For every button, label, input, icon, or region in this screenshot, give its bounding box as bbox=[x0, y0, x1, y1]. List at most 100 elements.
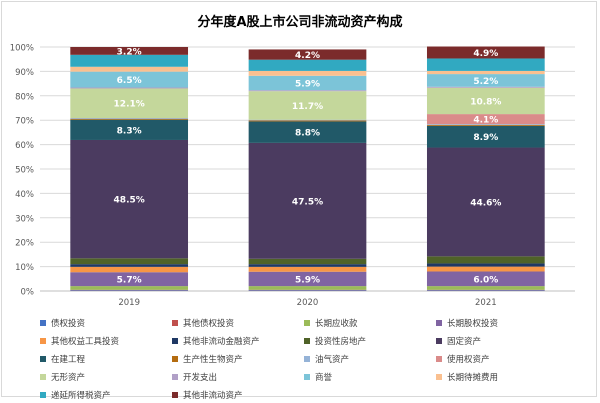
data-label: 48.5% bbox=[114, 196, 145, 206]
legend-label: 投资性房地产 bbox=[315, 335, 366, 347]
bar-segment bbox=[249, 267, 367, 272]
bar-segment bbox=[70, 119, 188, 120]
legend-item: 油气资产 bbox=[304, 351, 436, 367]
data-label: 11.7% bbox=[292, 102, 323, 112]
legend-item: 其他非流动资产 bbox=[172, 387, 304, 403]
bar-segment bbox=[427, 58, 545, 70]
legend-item: 无形资产 bbox=[40, 369, 172, 385]
y-tick-label: 10% bbox=[15, 263, 34, 273]
legend-swatch bbox=[40, 392, 46, 398]
data-label: 8.9% bbox=[473, 133, 498, 143]
legend-swatch bbox=[436, 338, 442, 344]
bar-segment bbox=[70, 118, 188, 119]
y-tick-label: 0% bbox=[21, 288, 35, 298]
data-label: 5.2% bbox=[473, 77, 498, 87]
legend-item: 投资性房地产 bbox=[304, 333, 436, 349]
legend-label: 长期股权投资 bbox=[447, 317, 498, 329]
legend-label: 在建工程 bbox=[51, 353, 85, 365]
data-label: 47.5% bbox=[292, 197, 323, 207]
legend-swatch bbox=[172, 356, 178, 362]
bar-segment bbox=[249, 60, 367, 71]
legend-label: 其他权益工具投资 bbox=[51, 335, 119, 347]
data-label: 44.6% bbox=[470, 198, 501, 208]
bar-segment bbox=[249, 90, 367, 91]
legend-item: 递延所得税资产 bbox=[40, 387, 172, 403]
y-tick-label: 40% bbox=[15, 190, 34, 200]
bar-segment bbox=[70, 264, 188, 267]
x-tick-label: 2020 bbox=[297, 298, 319, 308]
legend-swatch bbox=[436, 374, 442, 380]
data-label: 5.9% bbox=[295, 275, 320, 285]
legend-swatch bbox=[436, 356, 442, 362]
legend-label: 债权投资 bbox=[51, 317, 85, 329]
legend-item: 生产性生物资产 bbox=[172, 351, 304, 367]
bar-segment bbox=[249, 259, 367, 264]
bar-segment bbox=[70, 290, 188, 291]
y-tick-label: 60% bbox=[15, 141, 34, 151]
bar-segment bbox=[70, 67, 188, 72]
legend-item: 固定资产 bbox=[436, 333, 568, 349]
y-tick-label: 20% bbox=[15, 239, 34, 249]
legend-label: 递延所得税资产 bbox=[51, 389, 111, 401]
bar-segment bbox=[427, 71, 545, 74]
legend-item: 开发支出 bbox=[172, 369, 304, 385]
legend-swatch bbox=[40, 356, 46, 362]
legend-item: 长期股权投资 bbox=[436, 315, 568, 331]
legend-item: 其他债权投资 bbox=[172, 315, 304, 331]
legend-label: 使用权资产 bbox=[447, 353, 490, 365]
legend-swatch bbox=[172, 374, 178, 380]
legend-item: 债权投资 bbox=[40, 315, 172, 331]
bar-segment bbox=[427, 267, 545, 272]
legend-item: 长期应收款 bbox=[304, 315, 436, 331]
legend-label: 固定资产 bbox=[447, 335, 481, 347]
legend-swatch bbox=[304, 320, 310, 326]
legend-label: 商誉 bbox=[315, 371, 332, 383]
legend-swatch bbox=[172, 392, 178, 398]
legend-label: 其他债权投资 bbox=[183, 317, 234, 329]
bar-segment bbox=[427, 256, 545, 263]
legend-item: 使用权资产 bbox=[436, 351, 568, 367]
data-label: 5.7% bbox=[117, 276, 142, 286]
data-label: 3.2% bbox=[117, 47, 142, 57]
legend-label: 无形资产 bbox=[51, 371, 85, 383]
legend-swatch bbox=[172, 338, 178, 344]
legend-item: 商誉 bbox=[304, 369, 436, 385]
legend-swatch bbox=[172, 320, 178, 326]
data-label: 10.8% bbox=[470, 97, 501, 107]
y-tick-label: 50% bbox=[15, 166, 34, 176]
bar-segment bbox=[249, 71, 367, 76]
legend-label: 其他非流动金融资产 bbox=[183, 335, 260, 347]
legend-swatch bbox=[40, 374, 46, 380]
bar-segment bbox=[70, 88, 188, 89]
bar-segment bbox=[249, 290, 367, 291]
legend-label: 生产性生物资产 bbox=[183, 353, 243, 365]
legend-swatch bbox=[304, 374, 310, 380]
bar-segment bbox=[427, 290, 545, 291]
bar-segment bbox=[427, 263, 545, 266]
y-tick-label: 90% bbox=[15, 68, 34, 78]
data-label: 6.0% bbox=[473, 275, 498, 285]
legend-swatch bbox=[304, 356, 310, 362]
legend-label: 长期应收款 bbox=[315, 317, 358, 329]
legend-label: 油气资产 bbox=[315, 353, 349, 365]
y-tick-label: 80% bbox=[15, 92, 34, 102]
data-label: 4.2% bbox=[295, 51, 320, 61]
bar-segment bbox=[427, 286, 545, 290]
bar-segment bbox=[249, 286, 367, 290]
chart-legend: 债权投资 其他债权投资 长期应收款 长期股权投资其他权益工具投资 其他非流动金融资产 投资… bbox=[40, 315, 570, 403]
legend-label: 其他非流动资产 bbox=[183, 389, 243, 401]
chart-title: 分年度A股上市公司非流动资产构成 bbox=[197, 14, 402, 30]
legend-swatch bbox=[40, 320, 46, 326]
legend-swatch bbox=[436, 320, 442, 326]
x-tick-label: 2019 bbox=[118, 298, 140, 308]
legend-label: 开发支出 bbox=[183, 371, 217, 383]
legend-item: 其他权益工具投资 bbox=[40, 333, 172, 349]
bar-segment bbox=[249, 120, 367, 121]
legend-item: 其他非流动金融资产 bbox=[172, 333, 304, 349]
y-tick-label: 100% bbox=[10, 44, 34, 54]
data-label: 8.8% bbox=[295, 129, 320, 139]
legend-label: 长期待摊费用 bbox=[447, 371, 498, 383]
data-label: 5.9% bbox=[295, 79, 320, 89]
data-label: 4.9% bbox=[473, 49, 498, 59]
